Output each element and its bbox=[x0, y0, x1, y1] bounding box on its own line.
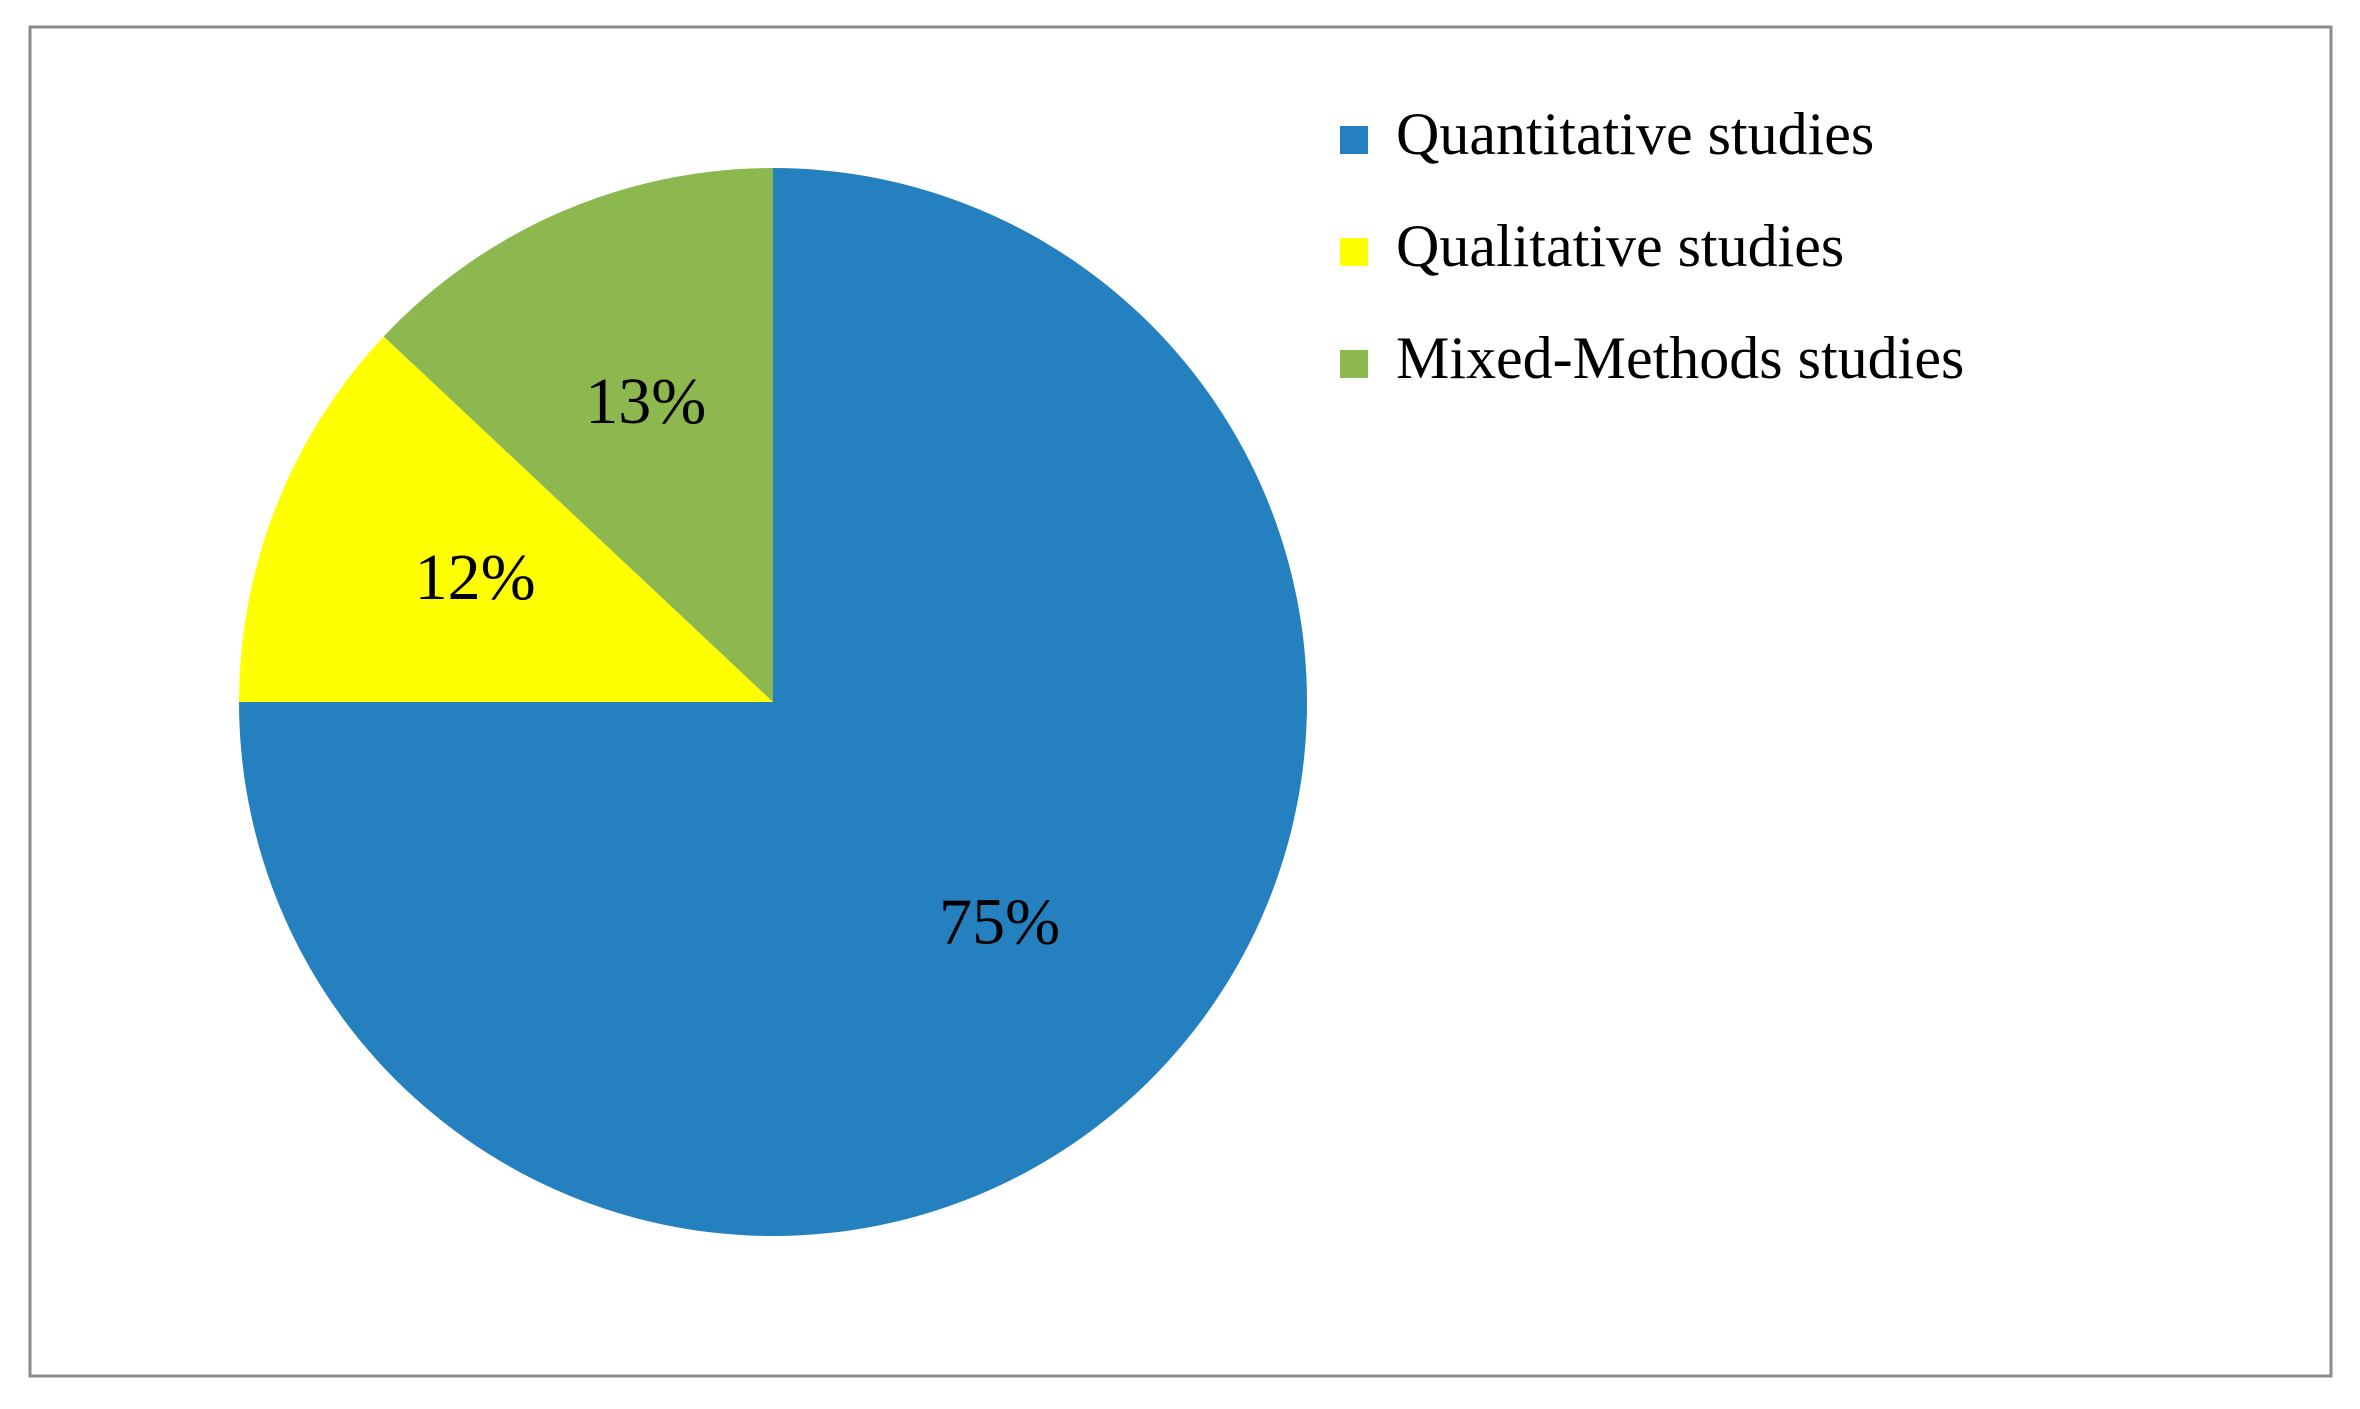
legend-label: Quantitative studies bbox=[1396, 101, 1874, 167]
legend-label: Qualitative studies bbox=[1396, 213, 1844, 279]
data-label: 13% bbox=[585, 365, 706, 438]
pie-slice bbox=[383, 168, 773, 702]
legend-swatch bbox=[1340, 126, 1368, 154]
legend-label: Mixed-Methods studies bbox=[1396, 325, 1964, 391]
legend-swatch bbox=[1340, 350, 1368, 378]
legend-swatch bbox=[1340, 238, 1368, 266]
data-label: 12% bbox=[415, 541, 536, 614]
pie-slice bbox=[239, 336, 773, 702]
data-label: 75% bbox=[939, 886, 1060, 959]
